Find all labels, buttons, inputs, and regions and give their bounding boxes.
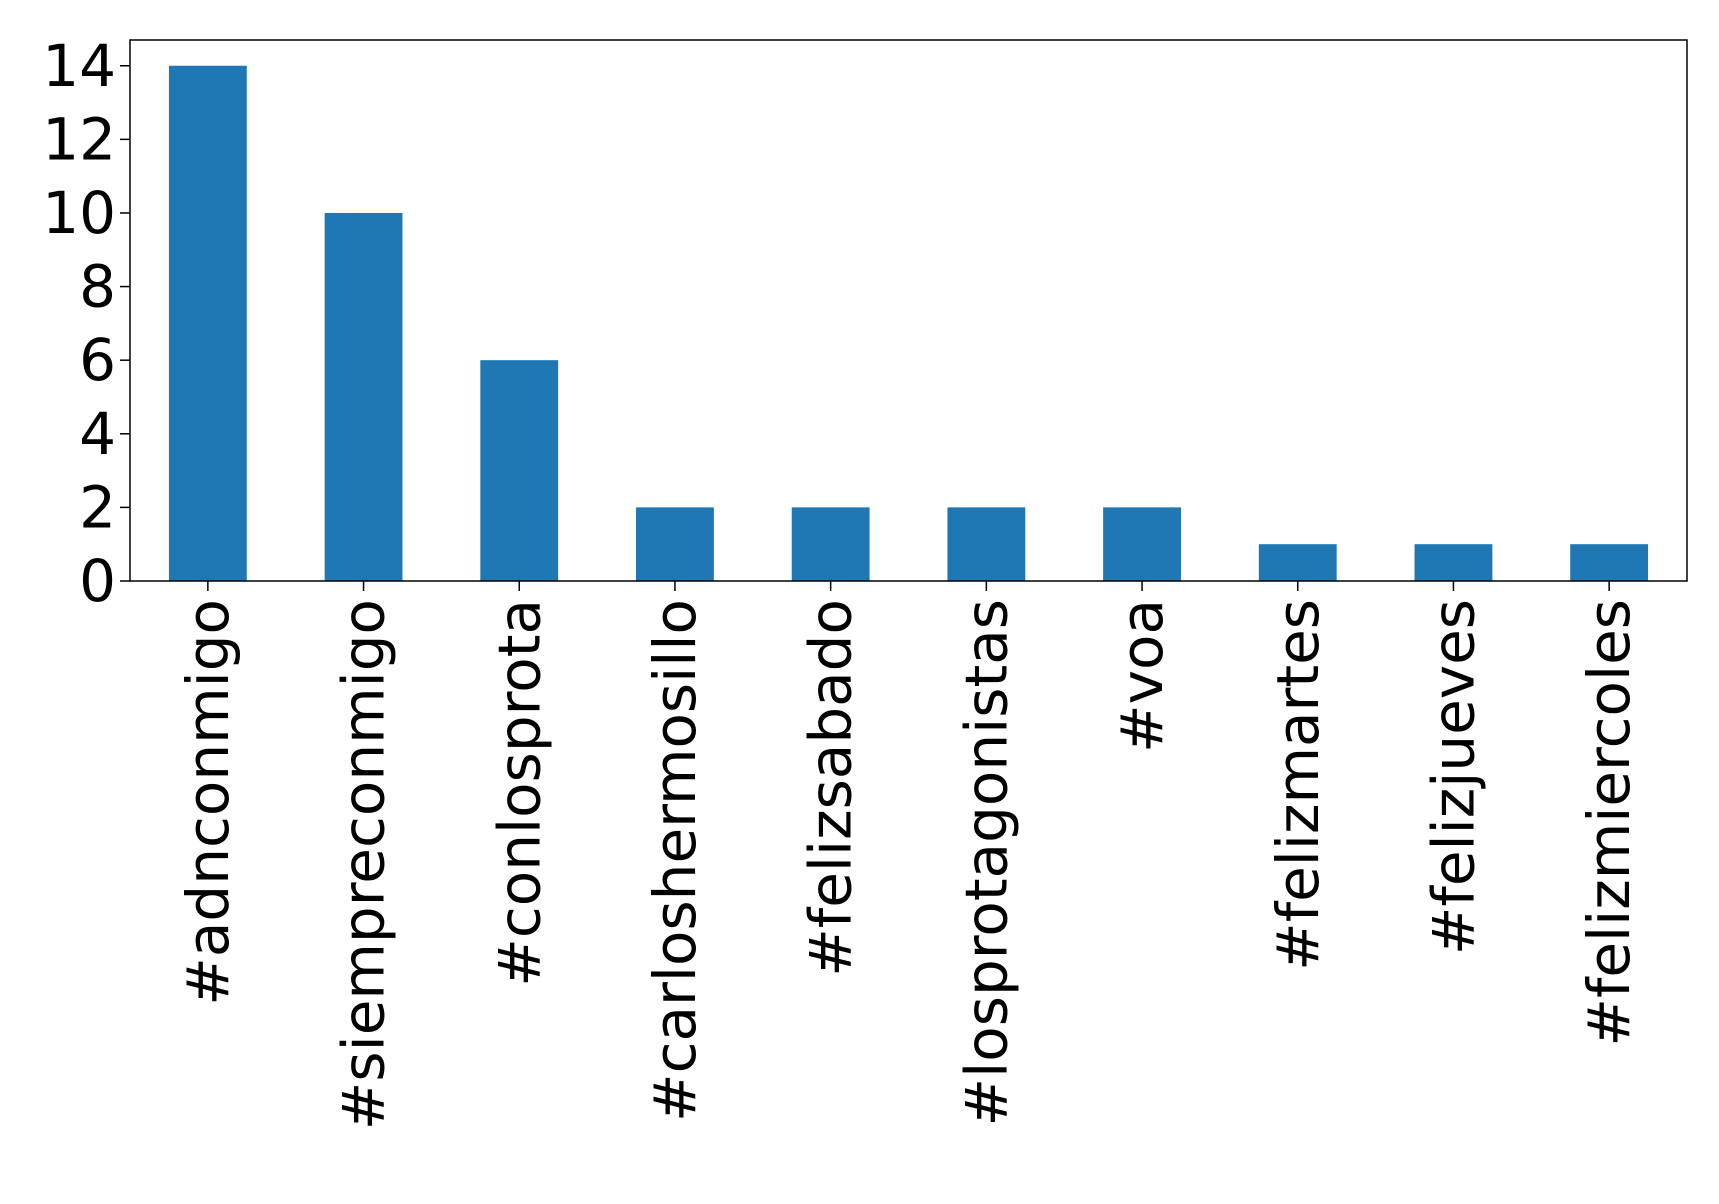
x-tick-label: #siempreconmigo: [330, 599, 398, 1130]
x-tick-label: #felizmartes: [1264, 599, 1332, 971]
y-tick-label: 2: [79, 473, 116, 541]
bar: [791, 507, 870, 581]
bar: [480, 360, 559, 581]
x-tick-label: #conlosprota: [485, 599, 553, 987]
bar: [1570, 544, 1649, 581]
bar: [636, 507, 714, 581]
y-tick-label: 0: [79, 547, 116, 615]
y-tick-label: 6: [79, 326, 116, 394]
x-tick-label: #carloshermosillo: [641, 599, 709, 1122]
bar: [168, 65, 247, 581]
x-tick-label: #voa: [1108, 599, 1176, 753]
plot-frame: [129, 39, 1688, 582]
x-tick-label: #felizmiercoles: [1575, 599, 1643, 1047]
y-tick-label: 14: [42, 32, 116, 100]
x-tick-label: #adnconmigo: [174, 599, 242, 1006]
bar: [947, 507, 1026, 581]
x-tick-label: #felizsabado: [797, 599, 865, 977]
y-tick-label: 4: [79, 400, 116, 468]
y-tick-label: 8: [79, 253, 116, 321]
y-tick-label: 12: [42, 105, 116, 173]
bar: [1414, 544, 1493, 581]
bar: [324, 212, 403, 582]
x-tick-label: #felizjueves: [1419, 599, 1487, 955]
y-tick-label: 10: [42, 179, 116, 247]
bar: [1103, 507, 1181, 581]
x-tick-label: #losprotagonistas: [952, 599, 1020, 1126]
bar: [1258, 544, 1337, 581]
